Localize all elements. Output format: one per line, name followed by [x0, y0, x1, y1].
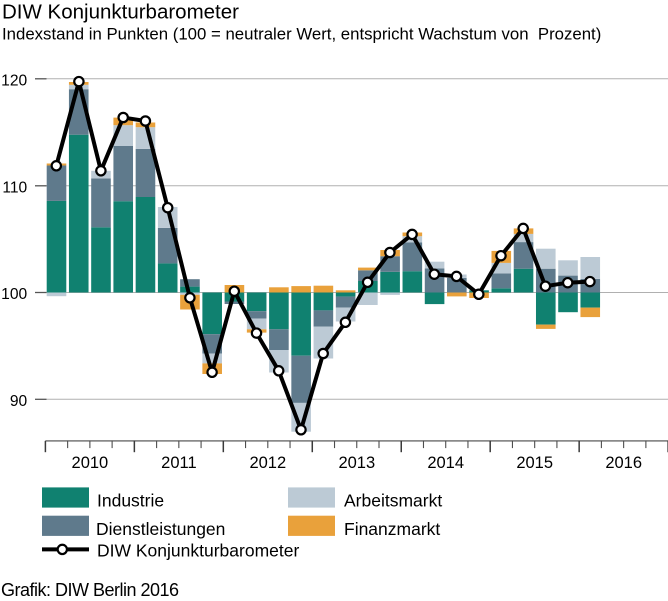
svg-text:Grafik: DIW Berlin 2016: Grafik: DIW Berlin 2016 — [1, 580, 179, 600]
svg-text:2012: 2012 — [249, 454, 286, 472]
svg-text:2014: 2014 — [427, 454, 464, 472]
svg-text:2013: 2013 — [338, 454, 375, 472]
svg-text:Finanzmarkt: Finanzmarkt — [344, 519, 440, 539]
svg-text:2015: 2015 — [516, 454, 553, 472]
svg-text:2016: 2016 — [605, 454, 642, 472]
svg-text:120: 120 — [1, 72, 27, 89]
svg-text:Industrie: Industrie — [97, 491, 164, 511]
svg-text:100: 100 — [1, 286, 27, 303]
svg-text:DIW Konjunkturbarometer: DIW Konjunkturbarometer — [97, 541, 299, 561]
svg-text:Indexstand in Punkten (100 = n: Indexstand in Punkten (100 = neutraler W… — [2, 25, 601, 44]
svg-text:Arbeitsmarkt: Arbeitsmarkt — [344, 491, 442, 511]
svg-text:110: 110 — [2, 179, 27, 196]
svg-text:DIW Konjunkturbarometer: DIW Konjunkturbarometer — [2, 0, 239, 23]
svg-text:2011: 2011 — [161, 454, 196, 472]
svg-text:Dienstleistungen: Dienstleistungen — [96, 519, 225, 539]
svg-text:90: 90 — [10, 393, 28, 410]
svg-text:2010: 2010 — [72, 454, 109, 472]
